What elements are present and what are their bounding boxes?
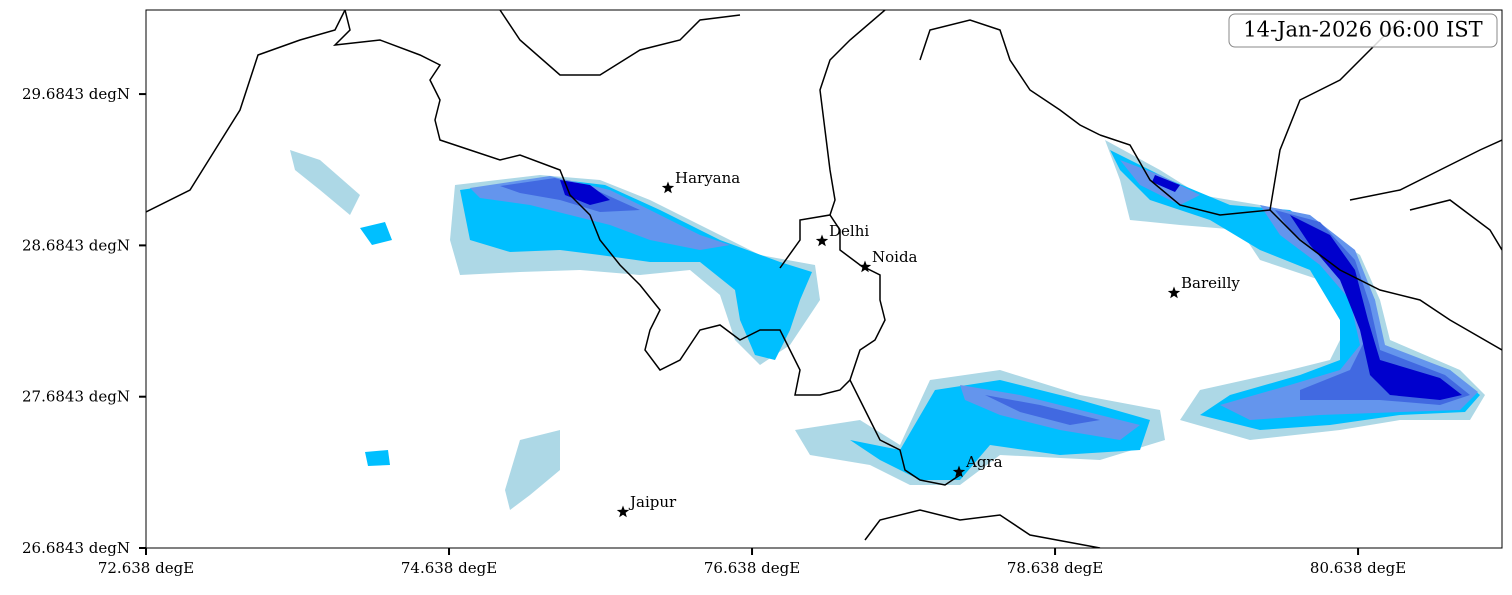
y-tick-label: 27.6843 degN: [22, 388, 130, 406]
y-tick-label: 29.6843 degN: [22, 85, 130, 103]
city-marker: [616, 505, 630, 518]
x-tick-label: 74.638 degE: [401, 559, 497, 577]
timestamp: 14-Jan-2026 06:00 IST: [1243, 18, 1482, 42]
borders: [146, 10, 1502, 548]
y-tick-label: 28.6843 degN: [22, 236, 130, 254]
city-marker: [1167, 286, 1181, 299]
city-label: Jaipur: [628, 493, 677, 511]
city-label: Haryana: [675, 169, 740, 187]
x-tick-label: 76.638 degE: [704, 559, 800, 577]
map-frame: [145, 9, 1503, 549]
city-marker: [952, 465, 966, 478]
y-tick-label: 26.6843 degN: [22, 539, 130, 557]
city-marker: [858, 260, 872, 273]
city-label: Agra: [965, 453, 1003, 471]
city-label: Bareilly: [1181, 274, 1240, 292]
precipitation: [290, 140, 1485, 510]
city-marker: [815, 234, 829, 247]
timestamp-box: [1228, 13, 1498, 48]
city-label: Delhi: [829, 222, 869, 240]
city-marker: [661, 181, 675, 194]
x-tick-label: 78.638 degE: [1007, 559, 1103, 577]
x-tick-label: 72.638 degE: [98, 559, 194, 577]
city-label: Noida: [872, 248, 918, 266]
x-tick-label: 80.638 degE: [1310, 559, 1406, 577]
